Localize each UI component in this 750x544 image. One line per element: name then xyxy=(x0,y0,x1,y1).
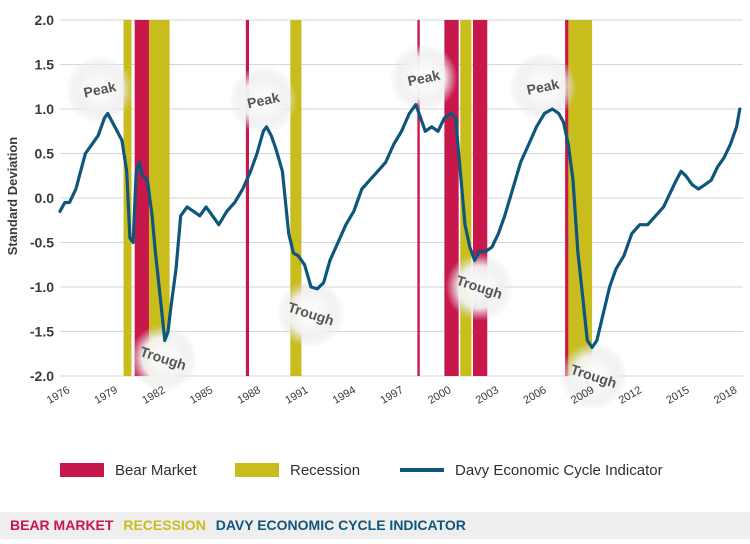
legend-swatch xyxy=(60,463,104,477)
y-tick-label: -1.5 xyxy=(30,324,54,340)
footer-bar: BEAR MARKET RECESSION DAVY ECONOMIC CYCL… xyxy=(0,512,750,539)
x-tick-label: 2006 xyxy=(521,384,548,407)
y-tick-label: 0.5 xyxy=(35,146,55,162)
x-tick-label: 1988 xyxy=(236,384,263,407)
x-tick-label: 1997 xyxy=(378,384,405,407)
recession-band xyxy=(460,20,472,376)
y-tick-label: 1.0 xyxy=(35,101,55,117)
x-tick-label: 2018 xyxy=(712,384,739,407)
x-tick-label: 2000 xyxy=(426,384,453,407)
bear-market-band xyxy=(417,20,420,376)
annotation-label: Peak xyxy=(82,78,118,100)
legend-label: Bear Market xyxy=(115,462,198,479)
annotation-glow xyxy=(276,279,345,348)
legend-label: Recession xyxy=(290,462,360,479)
x-tick-label: 2003 xyxy=(474,384,501,407)
annotation-glow xyxy=(65,55,134,124)
legend-label: Davy Economic Cycle Indicator xyxy=(455,462,663,479)
footer-indicator: DAVY ECONOMIC CYCLE INDICATOR xyxy=(215,517,466,533)
y-tick-label: 2.0 xyxy=(35,12,55,28)
x-tick-label: 1982 xyxy=(140,384,167,407)
x-tick-label: 1985 xyxy=(188,384,215,407)
bear-market-band xyxy=(472,20,488,376)
y-tick-label: -1.0 xyxy=(30,279,54,295)
annotation-glow xyxy=(559,342,628,410)
legend-swatch xyxy=(235,463,279,477)
annotation-glow xyxy=(445,253,514,321)
footer-recession: RECESSION xyxy=(123,517,206,533)
bear-market-band xyxy=(245,20,250,376)
x-tick-label: 1976 xyxy=(45,384,72,407)
y-axis-label: Standard Deviation xyxy=(5,137,20,256)
x-tick-label: 1991 xyxy=(283,384,310,407)
y-tick-label: 0.0 xyxy=(35,190,55,206)
legend: Bear Market Recession Davy Economic Cycle … xyxy=(60,462,663,479)
line-layer xyxy=(58,102,742,350)
x-tick-label: 2015 xyxy=(664,384,691,407)
annotation-label: Peak xyxy=(525,75,561,97)
annotation-label: Peak xyxy=(406,67,442,89)
bands-layer xyxy=(123,20,593,376)
x-tick-label: 1979 xyxy=(93,384,120,407)
annotation-glow xyxy=(389,43,458,112)
series-line xyxy=(58,102,742,350)
recession-band xyxy=(147,20,170,376)
y-tick-label: -0.5 xyxy=(30,235,54,251)
annotation-glow xyxy=(229,66,298,135)
y-tick-label: -2.0 xyxy=(30,368,54,384)
bear-market-band xyxy=(565,20,569,376)
footer-bear-market: BEAR MARKET xyxy=(10,517,114,533)
recession-band xyxy=(290,20,302,376)
annotation-glow xyxy=(129,324,198,393)
y-tick-label: 1.5 xyxy=(35,57,55,73)
bear-market-band xyxy=(134,20,149,376)
annotation-label: Peak xyxy=(246,89,282,111)
y-ticks: 2.0 1.5 1.0 0.5 0.0 -0.5 -1.0 -1.5 -2.0 xyxy=(30,12,54,384)
x-tick-label: 1994 xyxy=(331,384,358,407)
annotation-glow xyxy=(508,52,577,121)
